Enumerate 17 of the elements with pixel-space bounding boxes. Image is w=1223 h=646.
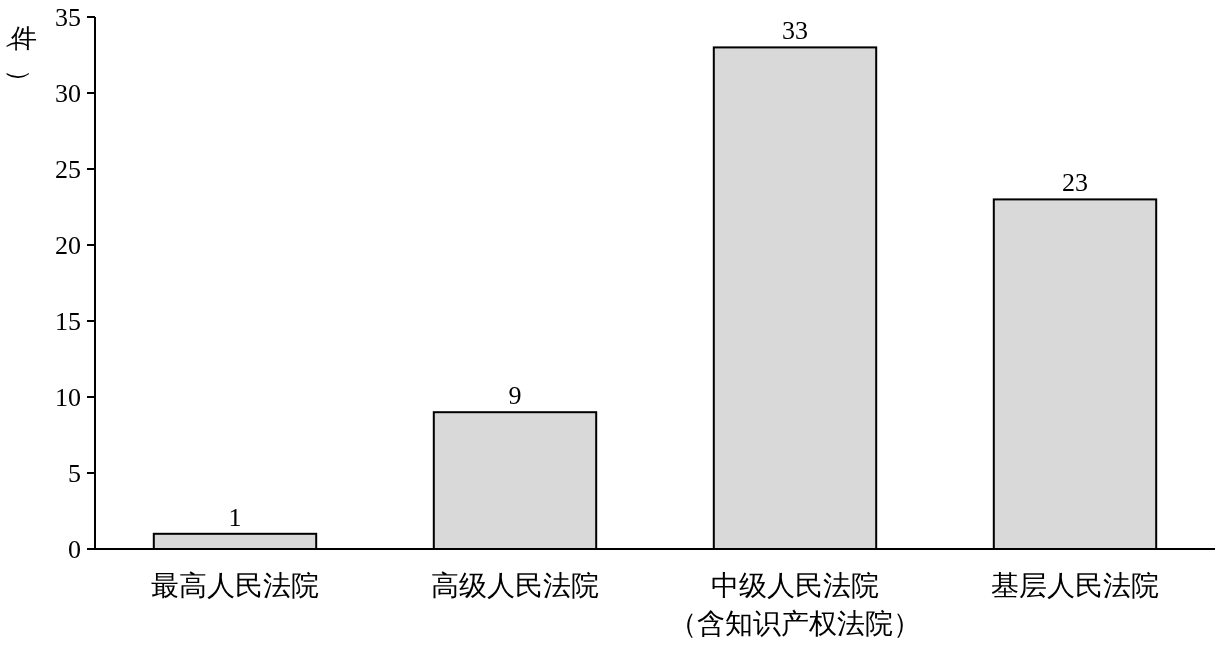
x-tick-label: 最高人民法院: [151, 570, 319, 601]
y-tick-label: 15: [55, 307, 81, 336]
y-tick-label: 10: [55, 383, 81, 412]
y-axis-title: （件）: [5, 24, 37, 95]
y-tick-label: 35: [55, 3, 81, 32]
y-tick-label: 25: [55, 155, 81, 184]
data-label: 33: [782, 16, 808, 46]
y-tick-label: 5: [68, 459, 81, 488]
data-label: 1: [228, 502, 242, 532]
y-tick-label: 0: [68, 535, 81, 564]
y-tick-label: 20: [55, 231, 81, 260]
data-label: 23: [1062, 168, 1088, 198]
data-label: 9: [508, 381, 522, 411]
x-tick-label: 中级人民法院（含知识产权法院）: [669, 570, 921, 639]
x-tick-label: 基层人民法院: [991, 570, 1159, 601]
y-tick-label: 30: [55, 79, 81, 108]
x-tick-label: 高级人民法院: [431, 570, 599, 601]
